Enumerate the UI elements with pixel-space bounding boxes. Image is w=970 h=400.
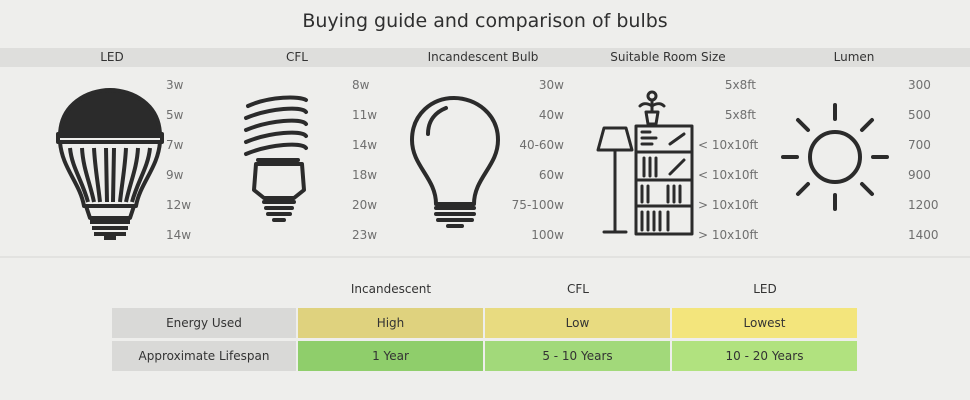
led-watt-value: 7w [166, 138, 184, 152]
led-watt-value: 3w [166, 78, 184, 92]
room-size-value: 5x8ft [724, 108, 756, 122]
header-band [0, 48, 970, 67]
lumen-value: 300 [908, 78, 931, 92]
room-size-value: > 10x10ft [698, 198, 759, 212]
cfl-watt-value: 11w [352, 108, 378, 122]
lumen-value: 1200 [908, 198, 939, 212]
energy-cell-cfl: Low [485, 308, 670, 338]
energy-cell-incandescent: High [298, 308, 483, 338]
column-header-incandescent: Incandescent Bulb [427, 50, 539, 64]
incandescent-bulb-icon [410, 96, 500, 228]
table-header-led: LED [753, 282, 777, 296]
cfl-watt-value: 18w [352, 168, 378, 182]
page-title: Buying guide and comparison of bulbs [302, 10, 668, 32]
table-header-incandescent: Incandescent [350, 282, 432, 296]
led-watt-value: 9w [166, 168, 184, 182]
column-header-cfl: CFL [286, 50, 308, 64]
energy-cell-led: Lowest [672, 308, 857, 338]
lumen-value: 500 [908, 108, 931, 122]
lumen-value: 700 [908, 138, 931, 152]
led-watt-value: 14w [166, 228, 192, 242]
led-bulb-icon [56, 88, 164, 240]
room-size-value: < 10x10ft [698, 168, 759, 182]
incandescent-watt-value: 40-60w [519, 138, 564, 152]
cfl-bulb-icon [244, 95, 308, 222]
column-header-lumen: Lumen [833, 50, 875, 64]
row-label-energy-used: Energy Used [112, 308, 296, 338]
room-size-value: 5x8ft [724, 78, 756, 92]
led-watt-value: 12w [166, 198, 192, 212]
lifespan-cell-led: 10 - 20 Years [672, 341, 857, 371]
cfl-watt-value: 20w [352, 198, 378, 212]
incandescent-watt-value: 60w [538, 168, 564, 182]
column-header-room-size: Suitable Room Size [610, 50, 726, 64]
room-size-value: > 10x10ft [698, 228, 759, 242]
lifespan-cell-cfl: 5 - 10 Years [485, 341, 670, 371]
section-divider [0, 256, 970, 258]
incandescent-watt-value: 40w [538, 108, 564, 122]
cfl-watt-value: 23w [352, 228, 378, 242]
sun-icon [781, 103, 889, 211]
table-header-cfl: CFL [567, 282, 589, 296]
incandescent-watt-value: 100w [531, 228, 564, 242]
column-header-led: LED [100, 50, 124, 64]
lumen-value: 900 [908, 168, 931, 182]
cfl-watt-value: 14w [352, 138, 378, 152]
room-with-lamp-and-bookshelf-icon [596, 90, 694, 236]
room-size-value: < 10x10ft [698, 138, 759, 152]
cfl-watt-value: 8w [352, 78, 370, 92]
lumen-value: 1400 [908, 228, 939, 242]
incandescent-watt-value: 30w [538, 78, 564, 92]
lifespan-cell-incandescent: 1 Year [298, 341, 483, 371]
led-watt-value: 5w [166, 108, 184, 122]
row-label-lifespan: Approximate Lifespan [112, 341, 296, 371]
incandescent-watt-value: 75-100w [511, 198, 564, 212]
